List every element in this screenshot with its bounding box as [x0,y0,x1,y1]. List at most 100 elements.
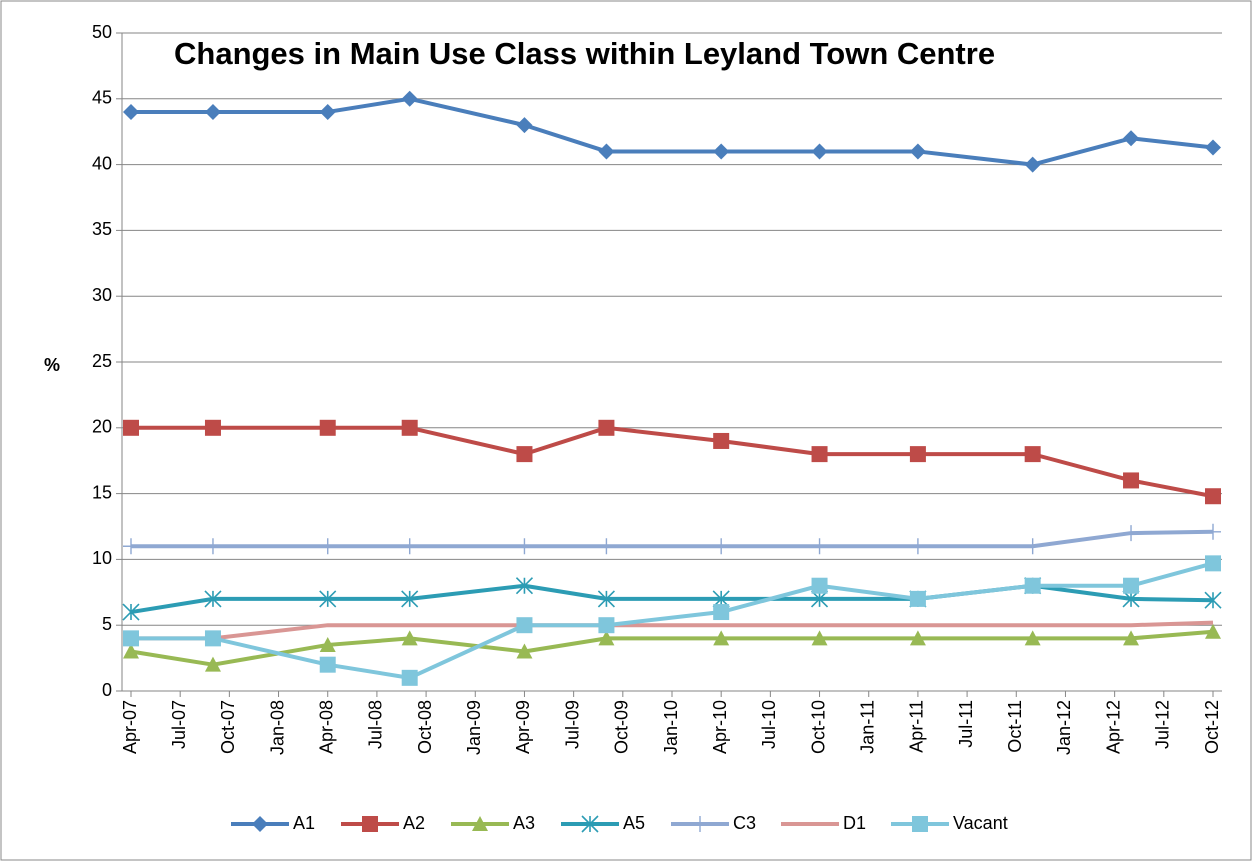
marker [1123,577,1140,594]
marker [713,538,730,555]
marker [598,143,615,160]
marker [811,446,828,463]
marker [319,419,336,436]
legend-marker [362,816,378,832]
y-axis-label: % [44,355,60,375]
x-tick-label: Jan-11 [857,700,877,754]
y-tick-label: 0 [102,680,112,700]
x-tick-label: Jul-09 [562,700,582,749]
marker [598,617,615,634]
legend-label: A5 [623,813,645,833]
marker [204,630,221,647]
legend-marker [252,816,268,832]
marker [319,538,336,555]
x-tick-label: Jul-07 [169,700,189,749]
marker [1204,591,1222,609]
marker [516,617,533,634]
marker [204,103,221,120]
marker [123,630,139,647]
chart-title: Changes in Main Use Class within Leyland… [174,36,995,71]
marker [123,643,139,659]
marker [204,590,222,608]
marker [516,117,533,134]
marker [1205,523,1221,540]
legend-item: D1 [781,813,866,833]
series-line [131,96,1214,167]
legend-item: A3 [451,813,535,833]
marker [1205,488,1221,505]
marker [909,538,926,555]
x-tick-label: Jan-10 [661,700,681,755]
marker [598,630,615,646]
marker [1024,630,1041,646]
x-tick-label: Jan-12 [1054,700,1074,755]
x-tick-label: Apr-11 [907,700,927,753]
series-line [131,425,1214,499]
marker [811,538,828,555]
legend-item: C3 [671,813,756,833]
marker [811,143,828,160]
x-tick-label: Apr-09 [513,700,533,754]
legend-label: D1 [843,813,866,833]
marker [1024,156,1041,173]
marker [713,432,730,449]
x-tick-label: Jul-12 [1153,700,1173,749]
marker [1024,577,1041,594]
x-tick-label: Apr-12 [1103,700,1123,754]
marker [516,446,533,463]
y-tick-label: 45 [92,88,112,108]
x-tick-label: Oct-07 [218,700,238,754]
marker [1205,623,1221,639]
marker [811,577,828,594]
x-tick-label: Oct-11 [1005,700,1025,753]
marker [909,630,926,646]
x-tick-label: Jul-10 [759,700,779,749]
y-tick-label: 40 [92,153,112,173]
series-line [130,629,1214,667]
marker [204,538,221,555]
legend-item: Vacant [891,813,1008,833]
marker [909,590,926,607]
legend-label: A3 [513,813,535,833]
legend-label: C3 [733,813,756,833]
legend-label: A1 [293,813,315,833]
series-line [131,620,1214,641]
marker [1123,130,1140,147]
marker [1024,538,1041,555]
marker [319,590,337,608]
x-tick-label: Oct-09 [612,700,632,754]
marker [401,538,418,555]
x-tick-label: Oct-08 [415,700,435,754]
legend-item: A2 [341,813,425,833]
marker [204,656,221,672]
marker [319,656,336,673]
marker [1123,525,1140,542]
x-tick-label: Apr-08 [316,700,336,754]
legend-label: Vacant [953,813,1008,833]
marker [401,419,418,436]
marker [811,630,828,646]
marker [516,643,533,659]
y-tick-label: 20 [92,417,112,437]
series-line [131,529,1214,549]
x-tick-label: Jul-11 [956,700,976,748]
marker [401,630,418,646]
x-tick-label: Apr-07 [120,700,140,754]
marker [713,143,730,160]
marker [909,446,926,463]
marker [713,604,730,621]
x-tick-label: Oct-10 [808,700,828,754]
y-tick-label: 50 [92,22,112,42]
marker [1024,446,1041,463]
marker [515,577,534,595]
marker [598,419,615,436]
marker [597,590,615,608]
y-tick-label: 15 [92,482,112,502]
legend-label: A2 [403,813,425,833]
marker [123,103,139,120]
marker [1205,555,1221,572]
y-tick-label: 5 [102,614,112,634]
y-tick-label: 25 [92,351,112,371]
legend-marker [472,816,488,831]
